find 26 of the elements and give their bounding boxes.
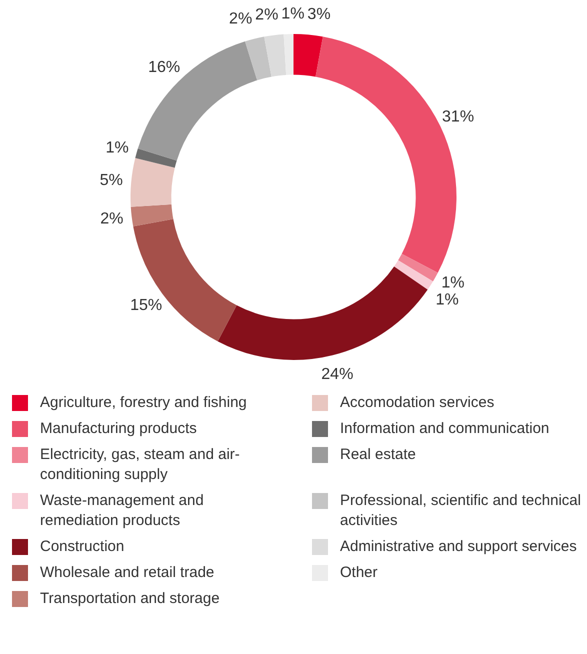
data-label: 15% [130, 296, 162, 314]
data-label: 1% [441, 274, 464, 292]
legend-label: Manufacturing products [40, 419, 197, 439]
data-label: 16% [148, 59, 180, 76]
data-label: 1% [436, 292, 459, 309]
legend-label: Electricity, gas, steam and air-conditioning supply [40, 445, 241, 485]
legend-label: Other [340, 563, 378, 583]
data-label: 2% [100, 210, 124, 228]
legend-label: Professional, scientific and technical activities [340, 491, 582, 531]
data-label: 3% [307, 6, 331, 24]
data-label: 2% [229, 10, 252, 28]
legend-label: Real estate [340, 445, 416, 465]
legend-label: Waste-management and remediation products [40, 491, 205, 531]
legend-label: Information and communication [340, 419, 550, 439]
legend-label: Accomodation services [340, 393, 494, 413]
data-label: 1% [281, 5, 304, 22]
data-label: 1% [106, 139, 129, 156]
legend-label: Transportation and storage [40, 589, 220, 609]
data-label: 2% [255, 6, 278, 24]
legend-label: Construction [40, 537, 124, 557]
legend-label: Wholesale and retail trade [40, 563, 214, 583]
data-label: 5% [100, 172, 123, 189]
legend-label: Administrative and support services [340, 537, 577, 557]
data-label: 24% [321, 366, 354, 384]
data-label: 31% [442, 108, 474, 126]
legend-label: Agriculture, forestry and fishing [40, 393, 247, 413]
